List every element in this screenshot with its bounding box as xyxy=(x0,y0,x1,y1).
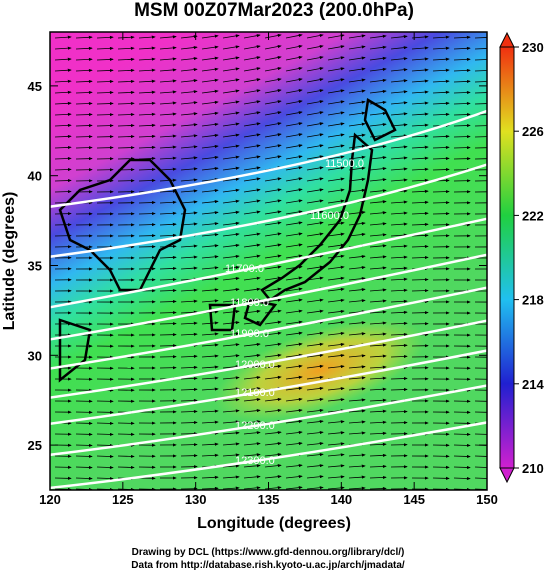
wind-arrow xyxy=(76,456,92,457)
y-tick-label: 45 xyxy=(28,79,42,94)
colorbar-tick-label: 226 xyxy=(522,124,544,139)
wind-arrow xyxy=(454,125,470,126)
wind-arrow xyxy=(475,103,491,104)
x-tick-label: 140 xyxy=(330,492,352,507)
colorbar-tick-label: 218 xyxy=(522,293,544,308)
wind-arrow xyxy=(118,467,134,468)
wind-arrow xyxy=(160,301,176,302)
colorbar-min-arrow xyxy=(500,468,514,482)
wind-arrow xyxy=(160,312,176,313)
wind-arrow xyxy=(412,279,428,280)
wind-arrow xyxy=(475,434,491,435)
wind-arrow xyxy=(97,445,113,446)
x-tick-label: 150 xyxy=(476,492,498,507)
x-tick-label: 145 xyxy=(403,492,425,507)
y-axis-label: Latitude (degrees) xyxy=(1,192,18,331)
credit-line: Data from http://database.rish.kyoto-u.a… xyxy=(131,560,405,571)
x-tick-label: 120 xyxy=(39,492,61,507)
contour-label: 11600.0 xyxy=(310,210,349,222)
wind-arrow xyxy=(76,136,92,137)
wind-arrow xyxy=(118,136,134,137)
colorbar-tick-label: 210 xyxy=(522,461,544,476)
x-tick-label: 130 xyxy=(185,492,207,507)
wind-arrow xyxy=(97,114,113,115)
contour-label: 11700.0 xyxy=(225,263,264,275)
wind-arrow xyxy=(139,202,155,203)
contour-label: 12200.0 xyxy=(235,420,275,432)
contour-label: 11800.0 xyxy=(230,297,269,309)
contour-label: 12000.0 xyxy=(235,359,275,371)
wind-arrow xyxy=(118,147,134,148)
y-tick-label: 25 xyxy=(28,438,42,453)
y-tick-label: 40 xyxy=(28,169,42,184)
wind-arrow xyxy=(76,125,92,126)
colorbar-tick-label: 214 xyxy=(522,377,544,392)
wind-arrow xyxy=(454,136,470,137)
wind-arrow xyxy=(181,422,197,423)
wind-arrow xyxy=(97,103,113,104)
wind-arrow xyxy=(391,389,407,390)
contour-label: 11500.0 xyxy=(325,158,364,170)
colorbar xyxy=(500,47,514,468)
colorbar-tick-label: 230 xyxy=(522,40,544,55)
wind-arrow xyxy=(97,434,113,435)
wind-arrow xyxy=(55,191,71,192)
wind-arrow xyxy=(139,213,155,214)
contour-label: 12100.0 xyxy=(235,387,275,399)
title: MSM 00Z07Mar2023 (200.0hPa) xyxy=(134,0,414,21)
y-tick-label: 30 xyxy=(28,348,42,363)
x-tick-label: 135 xyxy=(258,492,280,507)
colorbar-max-arrow xyxy=(500,33,514,47)
contour-label: 11900.0 xyxy=(230,328,269,340)
wind-arrow xyxy=(181,433,197,434)
colorbar-tick-label: 222 xyxy=(522,208,544,223)
wind-arrow xyxy=(55,180,71,181)
contour-label: 12300.0 xyxy=(235,455,275,467)
x-tick-label: 125 xyxy=(112,492,134,507)
credit-line: Drawing by DCL (https://www.gfd-dennou.o… xyxy=(132,547,405,558)
colorbar-ticks: 210 214 218 222 226 230 xyxy=(514,40,544,476)
wind-arrow xyxy=(76,467,92,468)
x-axis-label: Longitude (degrees) xyxy=(197,515,351,532)
y-tick-label: 35 xyxy=(28,258,42,273)
wind-arrow xyxy=(454,456,470,457)
wind-arrow xyxy=(433,191,449,192)
wind-arrow xyxy=(454,445,470,446)
plot-area: 11500.0 11600.0 11700.0 11800.0 11900.0 12000… xyxy=(40,32,495,490)
